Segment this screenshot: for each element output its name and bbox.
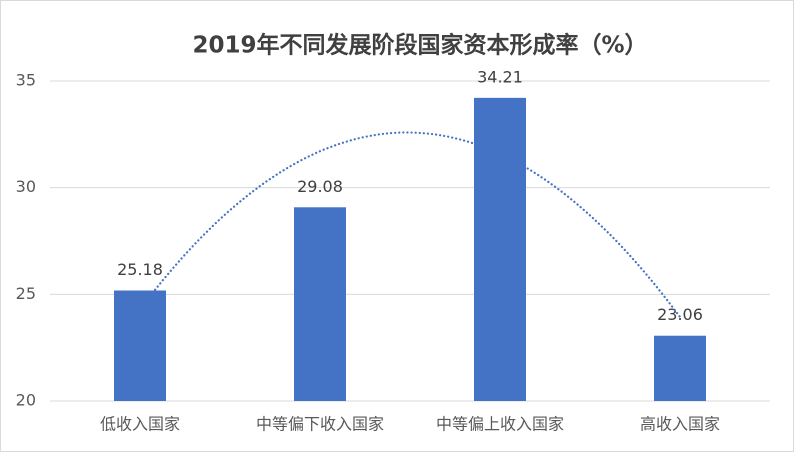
trendline xyxy=(138,131,682,319)
x-tick-label: 高收入国家 xyxy=(640,415,720,434)
chart-title: 2019年不同发展阶段国家资本形成率（%） xyxy=(192,32,647,59)
y-tick-label: 35 xyxy=(16,71,36,90)
value-label: 29.08 xyxy=(297,177,343,196)
value-label: 25.18 xyxy=(117,260,163,279)
y-tick-label: 20 xyxy=(16,391,36,410)
y-tick-label: 25 xyxy=(16,284,36,303)
x-tick-label: 低收入国家 xyxy=(100,415,180,434)
value-label: 34.21 xyxy=(477,67,523,86)
value-label: 23.06 xyxy=(657,305,703,324)
bar xyxy=(294,207,346,401)
y-tick-label: 30 xyxy=(16,177,36,196)
bar xyxy=(474,97,526,401)
x-tick-label: 中等偏下收入国家 xyxy=(256,415,384,434)
bar xyxy=(114,290,166,401)
x-tick-label: 中等偏上收入国家 xyxy=(436,415,564,434)
bar xyxy=(654,335,706,401)
